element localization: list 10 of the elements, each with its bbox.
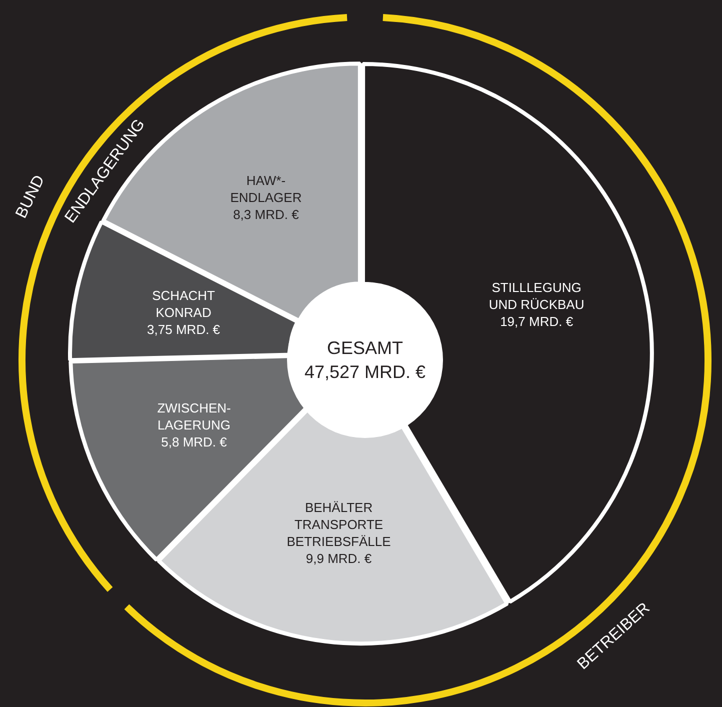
data-label: 9,9 MRD. €: [306, 551, 372, 566]
slice-label: STILLLEGUNG UND RÜCKBAU: [488, 280, 584, 312]
data-label: 3,75 MRD. €: [147, 322, 221, 337]
slice-label: HAW*- ENDLAGER: [230, 172, 302, 205]
slice-label: ZWISCHEN- LAGERUNG: [157, 400, 231, 432]
data-label: 5,8 MRD. €: [161, 434, 228, 450]
slice-label: BEHÄLTER TRANSPORTE BETRIEBSFÄLLE: [286, 500, 392, 550]
data-label: 8,3 MRD. €: [233, 206, 300, 222]
data-label: 19,7 MRD. €: [500, 314, 574, 330]
slice-label: SCHACHT KONRAD: [152, 288, 216, 320]
